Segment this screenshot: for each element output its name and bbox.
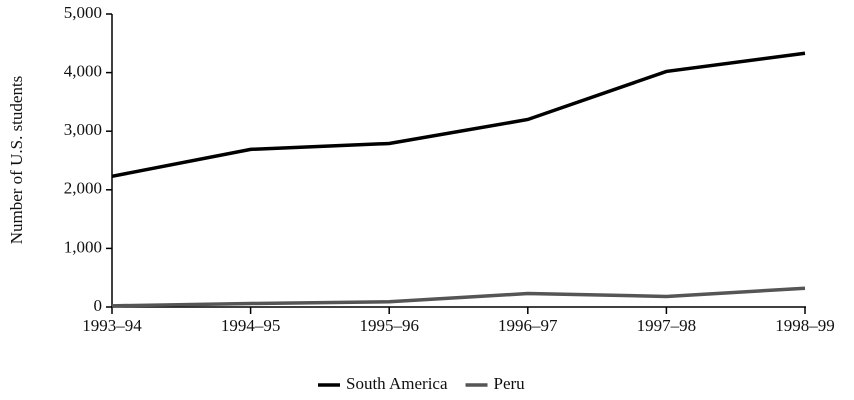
x-tick-label: 1998–99 — [775, 316, 835, 335]
y-axis-label: Number of U.S. students — [7, 76, 26, 245]
x-tick-label: 1996–97 — [498, 316, 558, 335]
y-tick-label: 5,000 — [64, 3, 102, 22]
legend-label: Peru — [494, 374, 526, 393]
y-tick-label: 0 — [94, 296, 103, 315]
line-series — [111, 51, 806, 179]
y-tick-label: 4,000 — [64, 62, 102, 81]
x-tick-label: 1993–94 — [82, 316, 142, 335]
line-series — [111, 286, 806, 308]
x-tick-label: 1997–98 — [637, 316, 697, 335]
y-tick-label: 1,000 — [64, 237, 102, 256]
x-tick-label: 1995–96 — [359, 316, 419, 335]
y-tick-label: 3,000 — [64, 120, 102, 139]
x-tick-label: 1994–95 — [221, 316, 281, 335]
legend-label: South America — [346, 374, 448, 393]
y-tick-label: 2,000 — [64, 179, 102, 198]
